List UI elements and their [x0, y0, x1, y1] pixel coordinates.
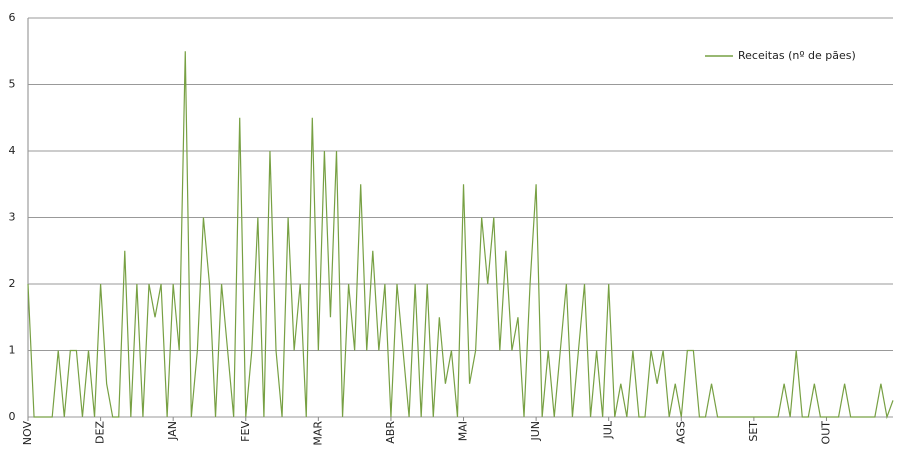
x-tick-label: FEV — [239, 421, 252, 442]
x-tick-label: NOV — [21, 421, 34, 446]
x-tick-label: OUT — [819, 421, 832, 445]
x-tick-label: JUN — [529, 421, 542, 442]
y-tick-label: 4 — [9, 144, 16, 157]
x-tick-label: AGS — [674, 421, 687, 444]
y-tick-label: 0 — [9, 410, 16, 423]
x-tick-label: SET — [747, 421, 760, 442]
y-tick-label: 6 — [9, 11, 16, 24]
y-tick-label: 3 — [9, 211, 16, 224]
x-tick-label: ABR — [384, 421, 397, 444]
x-tick-label: JUL — [602, 420, 615, 439]
legend-label: Receitas (nº de pães) — [738, 49, 856, 62]
data-line — [27, 51, 894, 420]
y-tick-label: 5 — [9, 78, 16, 91]
x-tick-label: JAN — [166, 421, 179, 441]
x-tick-label: MAI — [457, 421, 470, 441]
x-tick-label: MAR — [311, 421, 324, 446]
x-tick-label: DEZ — [94, 421, 107, 444]
y-tick-label: 1 — [9, 344, 16, 357]
y-tick-label: 2 — [9, 277, 16, 290]
